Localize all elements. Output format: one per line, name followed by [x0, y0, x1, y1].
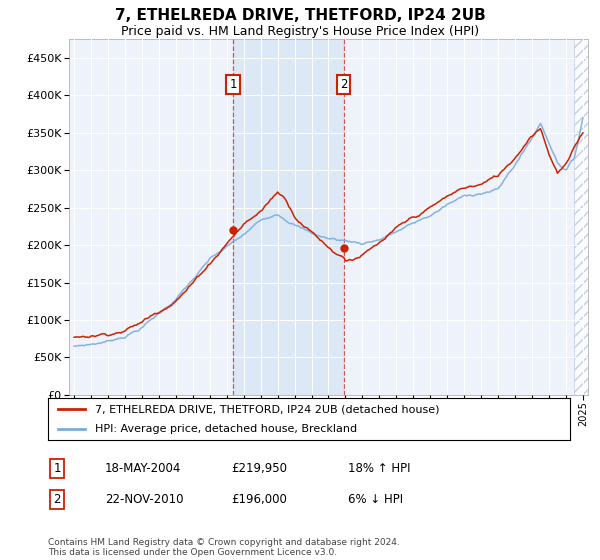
Text: 2: 2 [340, 78, 347, 91]
Text: 2: 2 [53, 493, 61, 506]
Text: 7, ETHELREDA DRIVE, THETFORD, IP24 2UB (detached house): 7, ETHELREDA DRIVE, THETFORD, IP24 2UB (… [95, 404, 439, 414]
Text: 1: 1 [53, 462, 61, 475]
Text: £196,000: £196,000 [231, 493, 287, 506]
Text: 7, ETHELREDA DRIVE, THETFORD, IP24 2UB: 7, ETHELREDA DRIVE, THETFORD, IP24 2UB [115, 8, 485, 24]
Text: Contains HM Land Registry data © Crown copyright and database right 2024.
This d: Contains HM Land Registry data © Crown c… [48, 538, 400, 557]
Bar [574, 39, 600, 395]
Text: 6% ↓ HPI: 6% ↓ HPI [348, 493, 403, 506]
Text: £219,950: £219,950 [231, 462, 287, 475]
Text: 18-MAY-2004: 18-MAY-2004 [105, 462, 181, 475]
Text: 22-NOV-2010: 22-NOV-2010 [105, 493, 184, 506]
Text: HPI: Average price, detached house, Breckland: HPI: Average price, detached house, Brec… [95, 424, 357, 434]
Bar [233, 39, 344, 395]
Text: Price paid vs. HM Land Registry's House Price Index (HPI): Price paid vs. HM Land Registry's House … [121, 25, 479, 38]
Text: 1: 1 [229, 78, 237, 91]
Text: 18% ↑ HPI: 18% ↑ HPI [348, 462, 410, 475]
